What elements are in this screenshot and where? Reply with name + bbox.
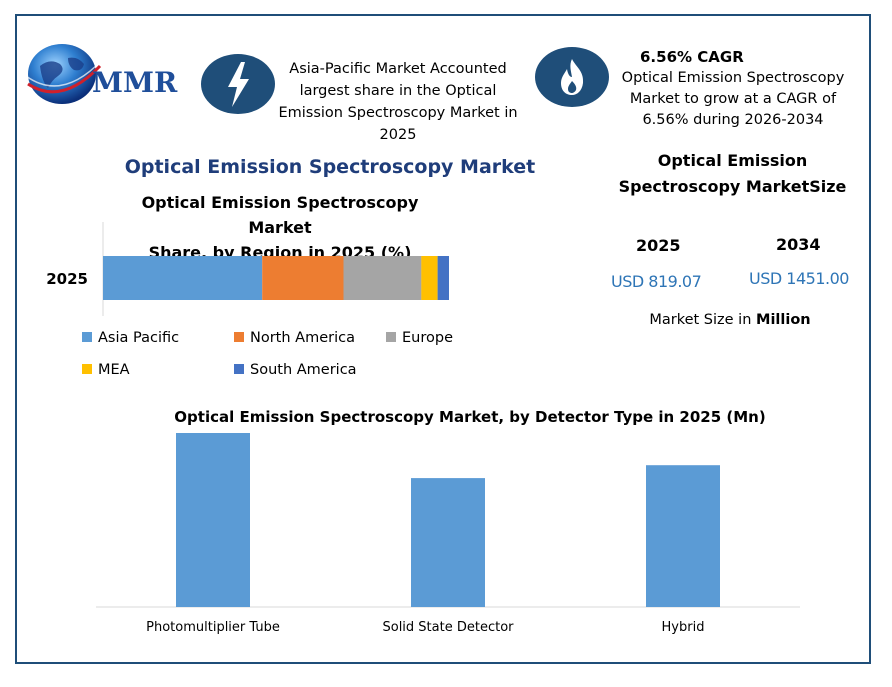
- detector-chart-title: Optical Emission Spectroscopy Market, by…: [174, 408, 766, 426]
- cagr-title: 6.56% CAGR: [640, 48, 744, 66]
- share-chart-title: Optical Emission Spectroscopy Market Sha…: [141, 193, 419, 262]
- size-year-2034: 2034: [776, 235, 821, 254]
- globe-icon: [25, 44, 103, 104]
- size-year-2025: 2025: [636, 236, 681, 255]
- flame-icon: [535, 47, 609, 107]
- legend-mea: MEA: [82, 362, 130, 378]
- legend-swatch-mea: [82, 364, 92, 374]
- legend-swatch-asia-pacific: [82, 332, 92, 342]
- legend-swatch-europe: [386, 332, 396, 342]
- legend-europe: Europe: [386, 330, 453, 346]
- legend-asia-pacific: Asia Pacific: [82, 330, 179, 346]
- legend-swatch-south-america: [234, 364, 244, 374]
- outer-frame: [15, 14, 871, 664]
- main-title: Optical Emission Spectroscopy Market: [124, 156, 536, 178]
- legend-swatch-north-america: [234, 332, 244, 342]
- market-size-title: Optical Emission Spectroscopy MarketSize: [618, 151, 847, 196]
- legend-south-america: South America: [234, 362, 357, 378]
- size-unit: Market Size in Million: [649, 312, 811, 328]
- size-value-2025: USD 819.07: [611, 272, 702, 291]
- size-value-2034: USD 1451.00: [749, 269, 849, 288]
- info-asia-pacific: Asia-Pacific Market Accounted largest sh…: [278, 61, 518, 143]
- logo-text: MMR: [92, 66, 178, 99]
- mmr-logo: [22, 36, 187, 114]
- legend-north-america: North America: [234, 330, 355, 346]
- info-cagr: Optical Emission Spectroscopy Market to …: [621, 70, 845, 128]
- lightning-bolt-icon: [201, 54, 275, 114]
